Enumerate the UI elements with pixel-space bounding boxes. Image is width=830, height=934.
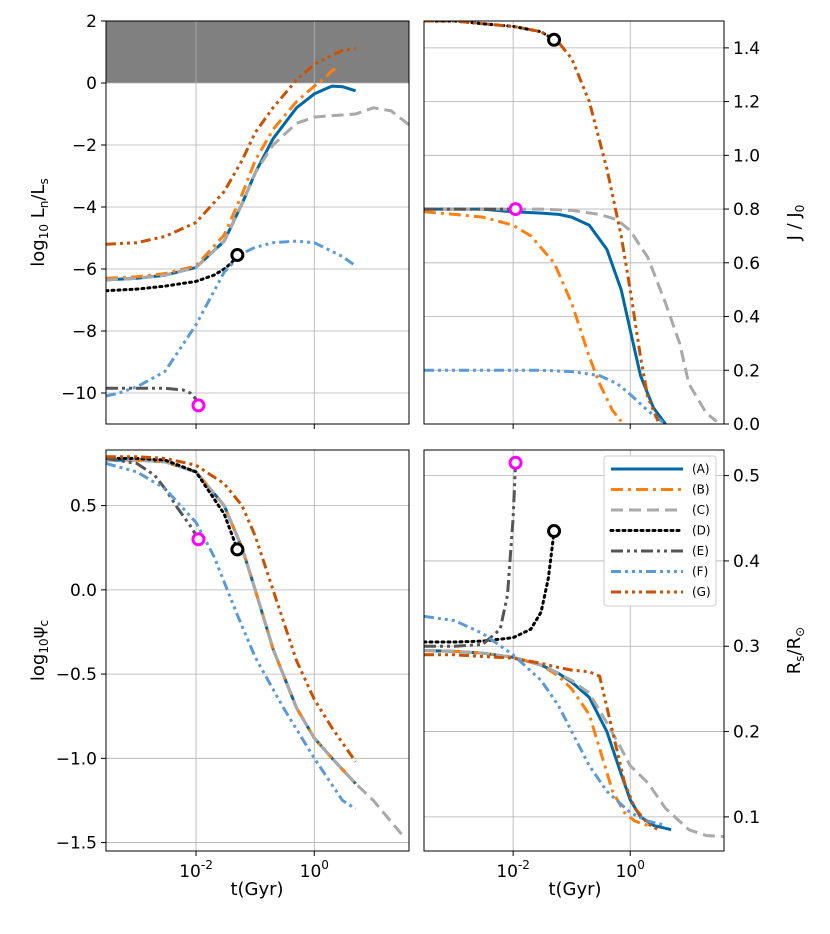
y-tick-label: 0.4	[733, 308, 760, 328]
y-tick-label: 0.6	[733, 254, 760, 274]
end-marker	[191, 532, 206, 547]
series-line-f	[106, 462, 357, 811]
series-line-g	[106, 455, 357, 763]
series-line-c	[424, 207, 718, 423]
series-line-c	[106, 458, 403, 836]
series-line-f	[424, 368, 667, 424]
y-tick-label: −10	[61, 384, 97, 404]
y-tick-label: −6	[72, 260, 97, 280]
end-marker	[191, 398, 206, 413]
y-tick-label: −4	[72, 198, 97, 218]
y-axis-label: Rs/R⊙	[784, 627, 807, 674]
panel-luminosity: 2 0 −2 −4 −6 −8 −10 log10 Ln/Ls	[28, 12, 410, 429]
axes-frame	[105, 449, 410, 852]
forbidden-region	[106, 21, 409, 83]
y-tick-label: −8	[72, 322, 97, 342]
legend-label: (G)	[692, 585, 711, 599]
y-axis-label: J / J0	[784, 205, 807, 242]
y-tick-label: 0.4	[733, 552, 760, 572]
series-line-d	[106, 253, 239, 293]
panel-angular-momentum: 1.4 1.2 1.0 0.8 0.6 0.4 0.2 0.0 J / J0	[423, 20, 807, 435]
legend-label: (C)	[692, 503, 710, 517]
series-line-b	[424, 210, 623, 423]
x-tick-label: 10-2	[496, 858, 530, 882]
y-tick-label: 1.2	[733, 93, 760, 113]
legend-label: (B)	[692, 483, 710, 497]
y-tick-label: 0.1	[733, 808, 760, 828]
series-line-c	[424, 649, 724, 838]
y-tick-label: 1.0	[733, 146, 760, 166]
panel-central-degeneracy: 10-2 100 0.5 0.0 −0.5 −1.0 −1.5 log10ψc	[28, 449, 410, 882]
axes-frame	[423, 20, 725, 425]
panel-radius: 10-2 100 0.5 0.4 0.3 0.2 0.1 Rs/R⊙	[423, 449, 807, 882]
y-tick-label: −1.5	[56, 834, 97, 854]
axes-frame	[105, 20, 410, 425]
x-tick-label: 100	[616, 858, 645, 882]
y-tick-label: 0.2	[733, 361, 760, 381]
x-axis-label-left: t(Gyr)	[230, 879, 283, 900]
y-tick-label: 0	[86, 74, 97, 94]
y-tick-label: 0.2	[733, 723, 760, 743]
y-axis-label: log10 Ln/Ls	[28, 178, 51, 266]
legend-label: (D)	[692, 524, 711, 538]
legend-label: (E)	[692, 544, 709, 558]
series-line-e	[106, 456, 200, 541]
series-line-b	[106, 66, 339, 280]
series-line-g	[424, 653, 659, 831]
legend-label: (A)	[692, 462, 710, 476]
series-line-g	[424, 21, 660, 422]
series-line-b	[106, 458, 357, 785]
x-tick-label: 10-2	[179, 858, 213, 882]
series-line-c	[106, 106, 409, 282]
end-marker	[508, 202, 523, 217]
y-tick-label: 0.0	[733, 415, 760, 435]
y-tick-label: 1.4	[733, 39, 760, 59]
y-tick-label: 0.5	[733, 467, 760, 487]
series-line-f	[106, 239, 357, 398]
legend-label: (F)	[692, 565, 708, 579]
series-line-f	[424, 614, 666, 827]
axes-frame	[423, 449, 725, 852]
y-tick-label: 0.5	[70, 497, 97, 517]
end-marker	[230, 248, 245, 263]
y-tick-label: −1.0	[56, 749, 97, 769]
y-axis-label: log10ψc	[28, 620, 51, 681]
y-tick-label: −0.5	[56, 665, 97, 685]
x-tick-label: 100	[300, 858, 329, 882]
end-marker	[230, 542, 245, 557]
series-line-a	[106, 458, 357, 785]
end-marker	[547, 524, 562, 539]
series-line-e	[424, 462, 518, 648]
series-line-d	[424, 529, 556, 644]
end-marker	[547, 32, 562, 47]
x-axis-label-right: t(Gyr)	[548, 879, 601, 900]
end-marker	[508, 455, 523, 470]
series-line-d	[106, 456, 239, 551]
y-tick-label: 0.0	[70, 581, 97, 601]
legend: (A) (B) (C) (D) (E) (F) (G)	[603, 455, 717, 607]
y-tick-label: 0.8	[733, 200, 760, 220]
y-tick-label: −2	[72, 136, 97, 156]
y-tick-label: 0.3	[733, 637, 760, 657]
y-tick-label: 2	[86, 12, 97, 32]
series-line-e	[106, 386, 200, 406]
